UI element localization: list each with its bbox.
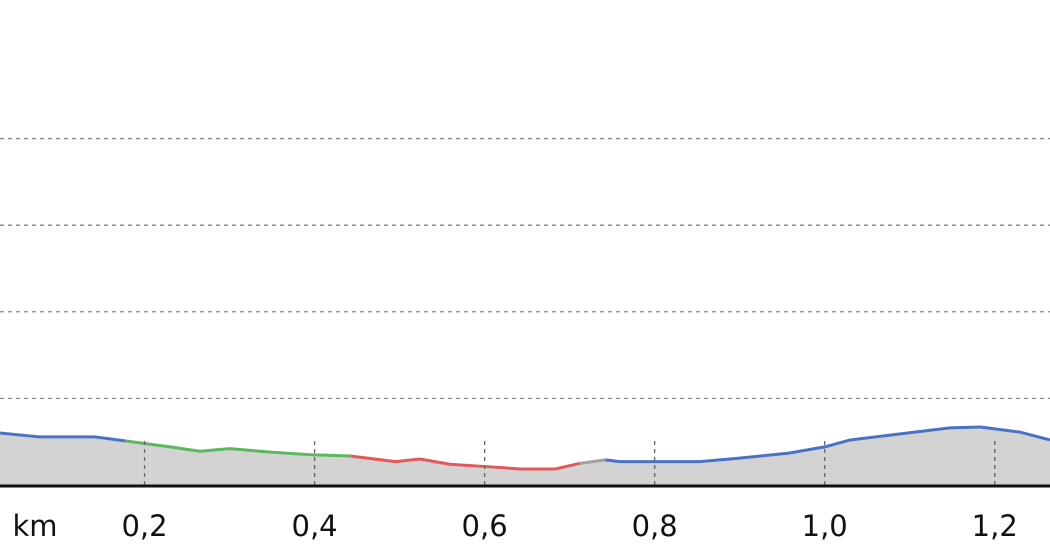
profile-area <box>0 432 126 486</box>
profile-area <box>604 426 1050 486</box>
profile-line <box>0 431 126 443</box>
x-tick-label: 0,2 <box>121 509 167 543</box>
x-tick-label: 0,8 <box>632 509 678 543</box>
x-tick-label: 0,4 <box>292 509 338 543</box>
profile-line <box>605 425 1050 464</box>
profile-line <box>350 454 581 471</box>
profile-line <box>124 439 351 458</box>
profile-area <box>124 440 351 486</box>
profile-line <box>579 458 606 465</box>
x-tick-label: 1,0 <box>802 509 848 543</box>
x-axis-label: km <box>12 509 57 543</box>
x-tick-label: 0,6 <box>462 509 508 543</box>
x-tick-label: 1,2 <box>972 509 1018 543</box>
